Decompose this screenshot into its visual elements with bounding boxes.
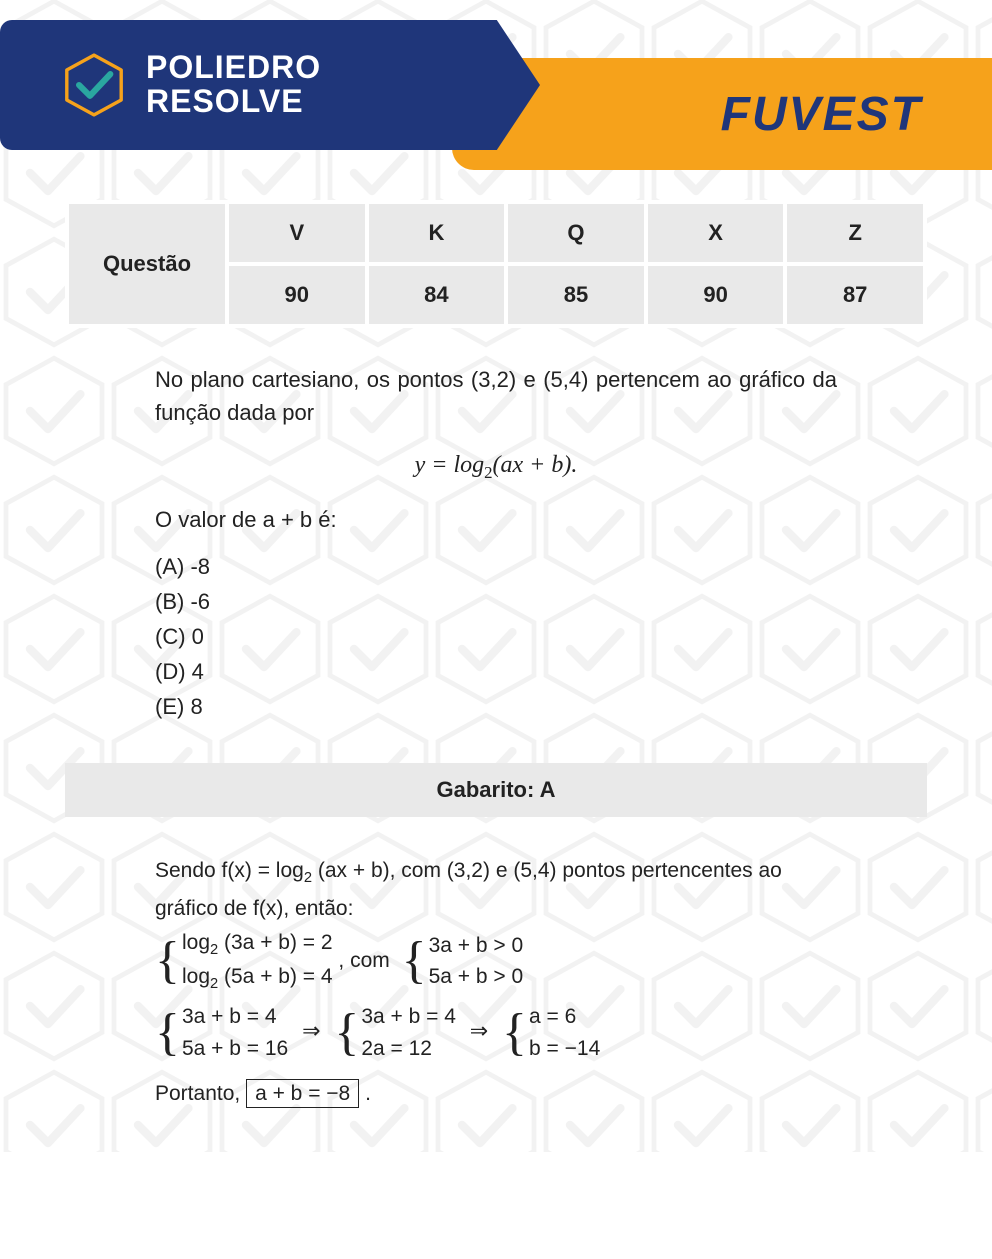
question-prompt: O valor de a + b é:	[155, 503, 837, 536]
alternative-a: (A) -8	[155, 550, 837, 583]
col-value: 90	[227, 264, 367, 326]
alternative-d: (D) 4	[155, 655, 837, 688]
brand-banner: POLIEDRO RESOLVE	[0, 20, 540, 150]
solution-intro: Sendo f(x) = log2 (ax + b), com (3,2) e …	[155, 853, 837, 927]
col-value: 84	[367, 264, 507, 326]
brand-line1: POLIEDRO	[146, 51, 321, 85]
solution-line-1: { log2 (3a + b) = 2 log2 (5a + b) = 4 , …	[155, 927, 837, 995]
boxed-answer: a + b = −8	[246, 1079, 359, 1108]
implies-icon: ⇒	[470, 1018, 488, 1043]
alternative-c: (C) 0	[155, 620, 837, 653]
answer-key-bar: Gabarito: A	[65, 763, 927, 817]
solution-line-2: { 3a + b = 4 5a + b = 16 ⇒ { 3a + b = 4 …	[155, 1001, 837, 1064]
col-header: Z	[785, 202, 925, 264]
com-label: , com	[338, 949, 389, 972]
col-value: 87	[785, 264, 925, 326]
col-header: X	[646, 202, 786, 264]
col-header: V	[227, 202, 367, 264]
question-statement: No plano cartesiano, os pontos (3,2) e (…	[155, 363, 837, 429]
question-equation: y = log2(ax + b).	[155, 447, 837, 485]
solution-body: Sendo f(x) = log2 (ax + b), com (3,2) e …	[65, 853, 927, 1112]
col-header: Q	[506, 202, 646, 264]
poliedro-check-icon	[60, 51, 128, 119]
col-header: K	[367, 202, 507, 264]
col-value: 85	[506, 264, 646, 326]
brand-line2: RESOLVE	[146, 85, 321, 119]
col-value: 90	[646, 264, 786, 326]
alternative-b: (B) -6	[155, 585, 837, 618]
brand-text: POLIEDRO RESOLVE	[146, 51, 321, 118]
question-body: No plano cartesiano, os pontos (3,2) e (…	[65, 363, 927, 723]
table-label: Questão	[67, 202, 227, 326]
exam-name: FUVEST	[721, 87, 922, 142]
page-header: FUVEST POLIEDRO RESOLVE	[0, 0, 992, 170]
alternative-e: (E) 8	[155, 690, 837, 723]
alternatives-list: (A) -8 (B) -6 (C) 0 (D) 4 (E) 8	[155, 550, 837, 723]
solution-conclusion: Portanto, a + b = −8 .	[155, 1076, 837, 1112]
implies-icon: ⇒	[302, 1018, 320, 1043]
question-number-table: Questão V K Q X Z 90 84 85 90 87	[65, 200, 927, 328]
